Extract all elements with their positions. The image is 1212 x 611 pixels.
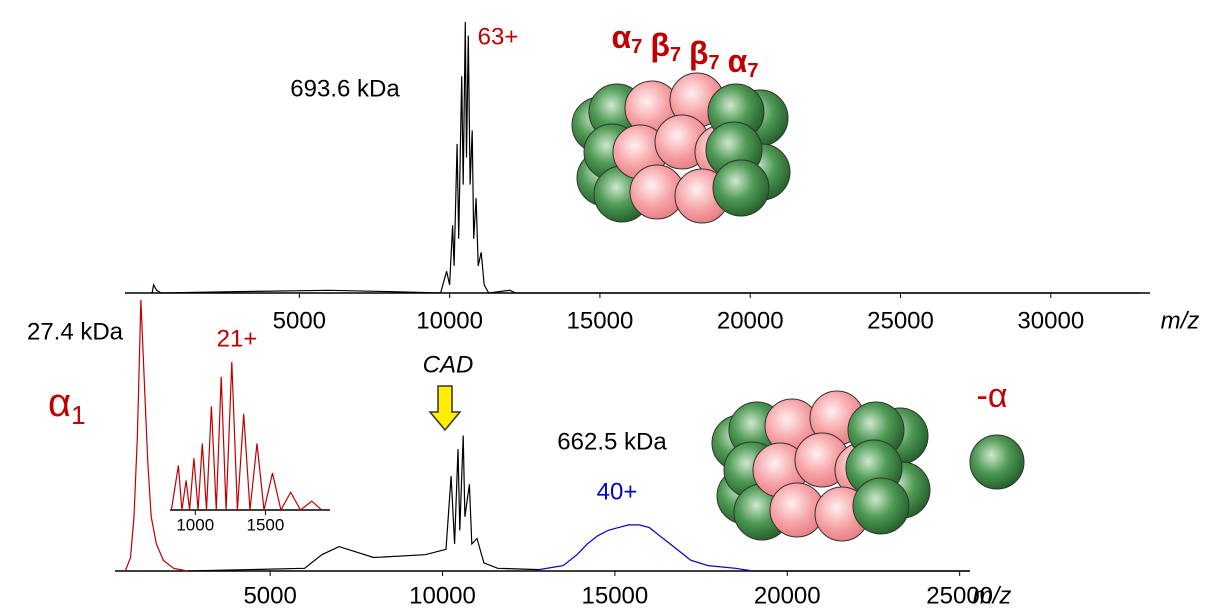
alpha-subunit — [713, 160, 769, 216]
x-tick-label: 10000 — [416, 307, 483, 334]
annotation: 27.4 kDa — [27, 318, 124, 345]
annotation: 63+ — [478, 23, 519, 50]
subunit-symbol: α — [612, 19, 632, 55]
x-tick-label: 25000 — [867, 307, 934, 334]
spectrum — [539, 525, 753, 571]
subunit-symbol: β — [689, 35, 709, 71]
ion-label: α1 — [48, 381, 86, 430]
x-axis-label: m/z — [1161, 307, 1200, 334]
annotation: 21+ — [217, 325, 258, 352]
ion-count: 1 — [71, 400, 85, 430]
x-tick-label: 20000 — [717, 307, 784, 334]
ion-symbol: α — [48, 381, 71, 425]
subunit-count: 7 — [631, 36, 642, 58]
x-tick-label: 10000 — [409, 582, 476, 609]
alpha-subunit — [853, 478, 909, 534]
x-tick-label: 5000 — [273, 307, 326, 334]
annotation: -α — [977, 377, 1008, 415]
x-tick-label: 1500 — [247, 515, 285, 534]
subunit-count: 7 — [670, 44, 681, 66]
annotation: CAD — [423, 351, 474, 378]
subunit-count: 7 — [709, 52, 720, 74]
spectrum — [171, 362, 321, 510]
subunit-symbol: β — [650, 27, 670, 63]
x-tick-label: 5000 — [243, 582, 296, 609]
x-tick-label: 15000 — [582, 582, 649, 609]
x-tick-label: 1000 — [176, 515, 214, 534]
x-tick-label: 20000 — [754, 582, 821, 609]
x-tick-label: 30000 — [1017, 307, 1084, 334]
spectrum — [187, 436, 539, 572]
subunit-symbol: α — [728, 43, 748, 79]
annotation: 40+ — [597, 478, 638, 505]
annotation: 693.6 kDa — [290, 75, 400, 102]
subunit-count: 7 — [747, 60, 758, 82]
x-tick-label: 15000 — [567, 307, 634, 334]
x-axis-label: m/z — [973, 582, 1012, 609]
figure: 50001000015000200002500030000m/z693.6 kD… — [0, 0, 1212, 611]
annotation: 662.5 kDa — [557, 428, 667, 455]
cad-arrow — [430, 386, 460, 430]
alpha-subunit — [970, 435, 1024, 489]
